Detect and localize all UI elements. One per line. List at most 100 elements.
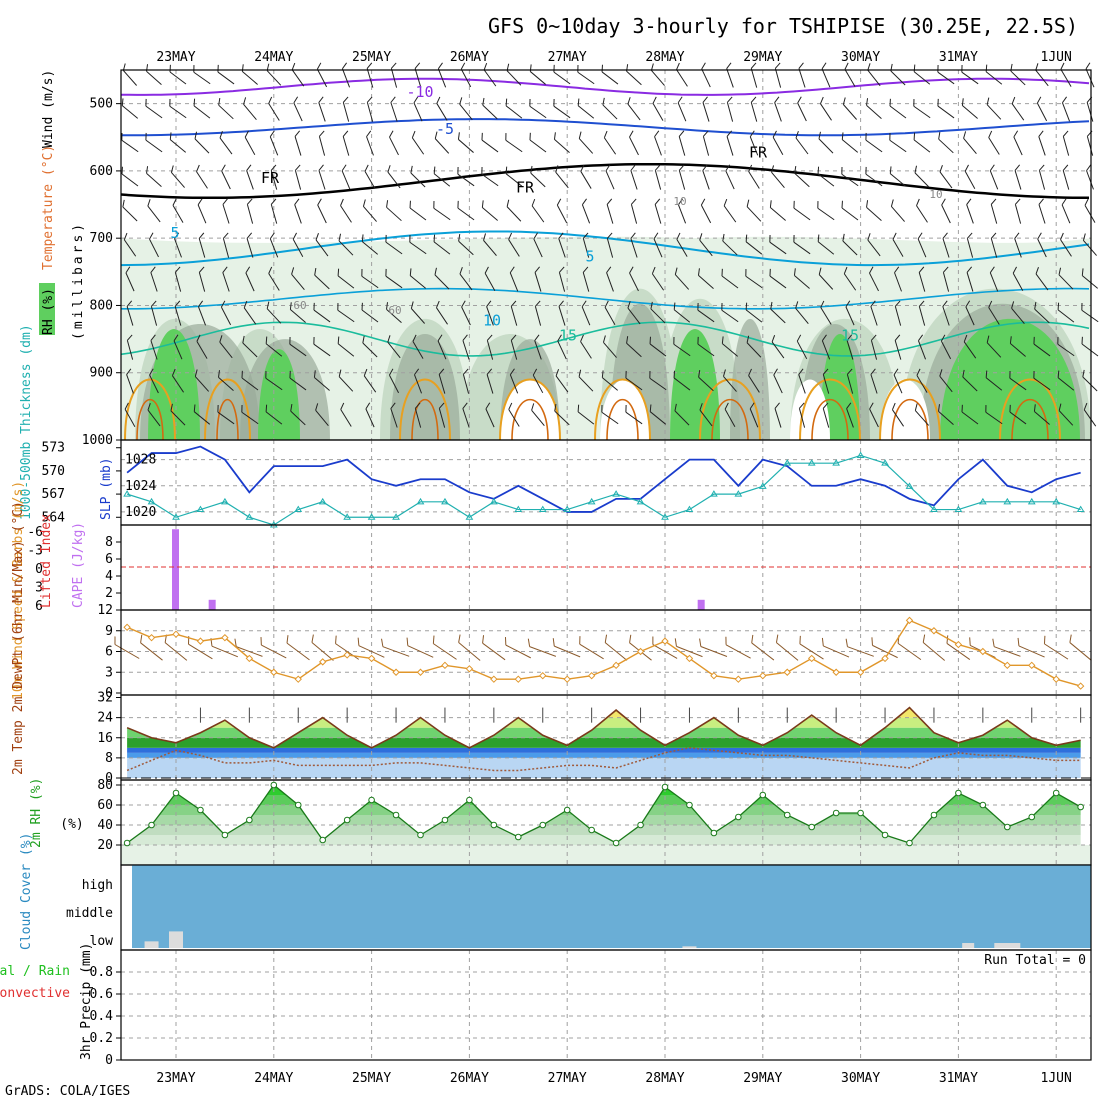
- thickness-point: [538, 505, 547, 513]
- wind-barb: [797, 96, 807, 122]
- cloud-low-bars: [144, 931, 1021, 948]
- wind-barb: [940, 334, 952, 360]
- wind-barb: [366, 62, 374, 88]
- wind-barb: [435, 300, 448, 325]
- rh2m-point: [906, 839, 913, 847]
- ylabel-lifted: Lifted Index: [39, 514, 54, 608]
- wind-barb: [721, 268, 739, 289]
- wind-barb: [917, 232, 927, 258]
- wind-barb: [942, 232, 950, 258]
- wind-barb: [174, 232, 182, 258]
- wind-barb: [414, 368, 422, 394]
- tick-label: 0: [35, 562, 43, 577]
- wind-barb: [219, 335, 233, 359]
- upper-air-panel: -10 -5 FR FR FR 5 5 10 15 15 10 10 60 60 500 600 700 800…: [39, 62, 1099, 448]
- rh2m-point: [881, 831, 889, 839]
- wind-barb: [673, 302, 691, 323]
- rh2m-point: [221, 831, 229, 839]
- wind-barb: [699, 233, 713, 257]
- wind-barb: [798, 62, 806, 88]
- wind10-point: [1052, 675, 1060, 683]
- wind10-panel-frame: [120, 609, 1092, 696]
- cloud-low-bar: [994, 943, 1021, 948]
- wind-barb: [986, 97, 1002, 120]
- wind-barb: [529, 99, 547, 119]
- wind-barb: [942, 266, 950, 292]
- tick-label: 573: [42, 441, 65, 456]
- wind-barb: [196, 164, 208, 189]
- thickness-point: [758, 482, 767, 489]
- wind-barb: [1011, 301, 1025, 325]
- ylabel-wind10: 10m Wind Speed & Barbs (m/s): [11, 481, 26, 700]
- wind-barb: [820, 300, 832, 325]
- wind-barb: [462, 334, 470, 360]
- isotherm-20: [594, 378, 651, 441]
- wind-barb: [342, 130, 350, 156]
- top-day-label: 1JUN: [1041, 50, 1072, 65]
- isotherm-25: [136, 398, 164, 441]
- wind10-barb: [799, 635, 824, 660]
- rh2m-point: [417, 831, 424, 839]
- wind-barb: [771, 165, 785, 188]
- wind-barb: [865, 166, 883, 187]
- wind-barb: [268, 96, 280, 121]
- rh-shade-dark: [390, 334, 460, 440]
- rh-band: [127, 805, 1081, 815]
- wind-barb: [338, 233, 354, 256]
- wind-barb: [818, 131, 834, 154]
- isotherm-5: [120, 230, 1090, 267]
- wind-barb: [630, 164, 638, 190]
- wind10-barb: [432, 635, 457, 660]
- wind-barb: [726, 62, 734, 88]
- wind-barb: [793, 268, 810, 289]
- wind-barb: [338, 369, 354, 392]
- tick-label: 4: [105, 569, 113, 584]
- wind-barb: [1082, 369, 1098, 392]
- rh2m-point: [759, 791, 767, 799]
- wind-barb: [558, 300, 566, 326]
- wind10-grid: [121, 610, 1091, 695]
- isotherm-20: [124, 378, 176, 441]
- wind-barb: [988, 300, 1000, 325]
- wind-barb: [602, 97, 618, 120]
- wind-barb: [793, 234, 811, 255]
- wind-barb: [194, 131, 210, 154]
- wind-barb: [870, 300, 878, 326]
- ylabel-wind: Wind (m/s): [41, 70, 56, 148]
- thickness-point: [978, 497, 987, 505]
- wind-barb: [553, 64, 571, 85]
- top-day-label: 27MAY: [548, 50, 587, 65]
- wind-barb: [150, 334, 158, 360]
- isotherm-25: [411, 398, 439, 441]
- wind10-barb: [821, 637, 850, 658]
- thickness-point: [367, 513, 376, 520]
- ylabel-temp2m: 2m Temp 2m DewPt (6hr Min/Max) (°C): [11, 501, 26, 775]
- wind-barbs: [121, 62, 1099, 428]
- thickness-point: [807, 459, 816, 466]
- wind-barb: [821, 62, 831, 88]
- wind-barb: [246, 198, 254, 224]
- wind-barb: [674, 267, 690, 290]
- wind-barb: [1083, 402, 1097, 427]
- tick-label: 3: [105, 665, 113, 680]
- wind-barb: [1038, 130, 1046, 156]
- thickness-point: [661, 513, 669, 520]
- wind-barb: [169, 132, 187, 153]
- tick-label: 567: [42, 487, 65, 502]
- wind10-barb: [751, 634, 775, 661]
- wind-barb: [822, 402, 830, 428]
- wind-barb: [124, 402, 136, 427]
- rh2m-point: [392, 811, 400, 819]
- rh2m-point: [979, 801, 987, 809]
- wind-barb: [913, 132, 931, 153]
- tick-label: 0.2: [90, 1031, 113, 1046]
- wind-barb: [462, 368, 470, 394]
- wind-barb: [769, 268, 787, 289]
- wind-barb: [461, 300, 471, 326]
- wind-barb: [481, 200, 498, 221]
- wind-barb: [745, 302, 763, 323]
- wind-barb: [409, 268, 427, 289]
- temp2m-lines: [126, 706, 1082, 772]
- wind-barb: [820, 96, 832, 121]
- tick-label: 12: [97, 603, 113, 618]
